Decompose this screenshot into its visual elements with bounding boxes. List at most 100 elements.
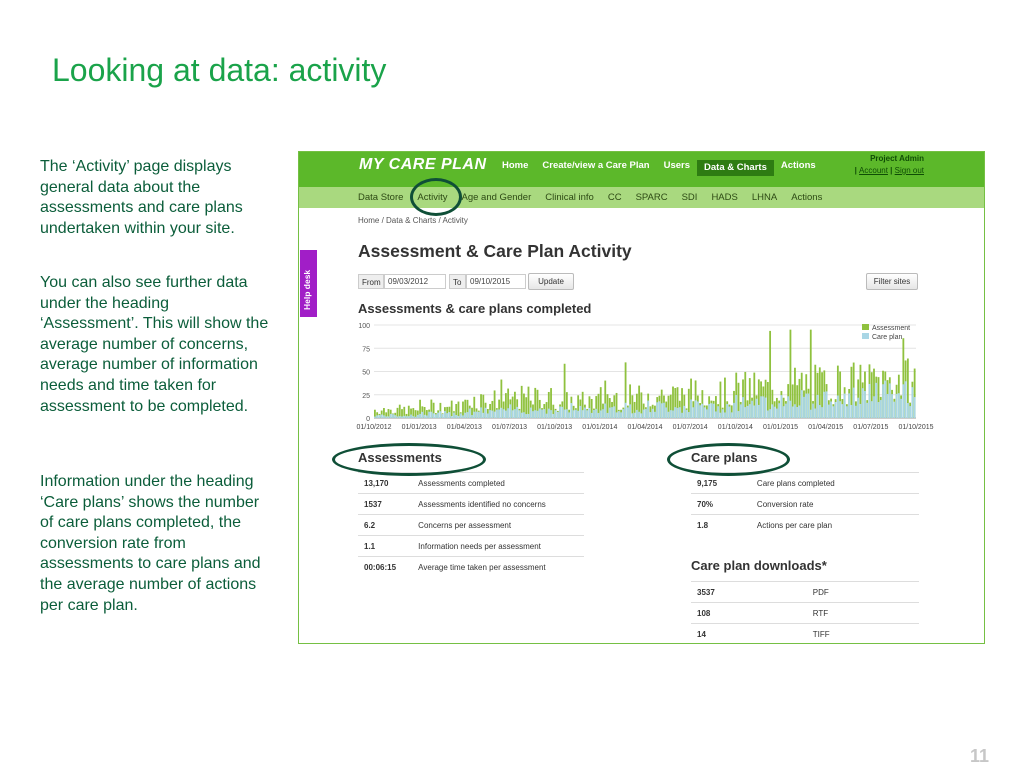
- table-row: 1.8 Actions per care plan: [691, 514, 919, 535]
- stat-label: Assessments identified no concerns: [412, 493, 584, 515]
- care-plan-bar: [613, 406, 616, 418]
- care-plan-bar: [882, 384, 884, 418]
- care-plan-bar: [737, 411, 740, 418]
- care-plan-bar: [428, 411, 431, 418]
- care-plan-bar: [509, 404, 512, 418]
- care-plan-bar: [773, 406, 776, 418]
- care-plan-bar: [599, 410, 602, 418]
- assessment-bar: [836, 365, 839, 418]
- care-plan-bar: [556, 411, 559, 418]
- subnav-lhna[interactable]: LHNA: [751, 192, 778, 203]
- nav-actions[interactable]: Actions: [780, 160, 816, 171]
- assessment-bar: [615, 392, 618, 418]
- assessment-bar: [870, 372, 873, 418]
- care-plan-bar: [888, 383, 891, 418]
- assessment-bar: [412, 408, 415, 418]
- assessment-bar: [798, 378, 801, 418]
- care-plan-bar: [665, 407, 668, 418]
- care-plan-bar: [514, 409, 516, 418]
- care-plan-bar: [672, 410, 674, 418]
- subnav-sdi[interactable]: SDI: [681, 192, 698, 203]
- subnav-cc[interactable]: CC: [607, 192, 622, 203]
- care-plan-bar: [645, 408, 647, 418]
- breadcrumb[interactable]: Home / Data & Charts / Activity: [358, 216, 468, 225]
- help-desk-tab[interactable]: Help desk: [300, 250, 317, 317]
- x-tick-label: 01/10/2012: [356, 424, 391, 431]
- care-plan-bar: [477, 411, 480, 418]
- assessment-bar: [500, 379, 503, 418]
- care-plan-bar: [778, 403, 781, 418]
- assessment-bar: [525, 397, 528, 418]
- care-plan-bar: [879, 400, 882, 418]
- care-plan-bar: [771, 404, 774, 418]
- table-row: 6.2 Concerns per assessment: [358, 514, 584, 536]
- stat-value: 70%: [691, 493, 751, 515]
- assessment-bar: [667, 395, 670, 418]
- subnav-sparc[interactable]: SPARC: [635, 192, 668, 203]
- care-plan-bar: [629, 404, 631, 418]
- stat-label: RTF: [806, 602, 919, 624]
- assessment-bar: [462, 401, 464, 418]
- care-plan-bar: [861, 388, 864, 418]
- assessment-bar: [744, 371, 747, 418]
- nav-data-charts[interactable]: Data & Charts: [697, 160, 774, 176]
- assessment-bar: [588, 396, 591, 418]
- filter-sites-button[interactable]: Filter sites: [866, 273, 918, 290]
- subnav-clinical-info[interactable]: Clinical info: [545, 192, 594, 203]
- care-plan-bar: [676, 407, 679, 418]
- care-plan-bar: [405, 416, 408, 418]
- assessment-bar: [766, 382, 769, 418]
- assessment-bar: [514, 391, 516, 418]
- care-plan-bar: [380, 414, 383, 418]
- care-plan-bar: [827, 404, 830, 418]
- x-tick-label: 01/04/2013: [447, 424, 482, 431]
- care-plan-bar: [663, 402, 665, 418]
- nav-home[interactable]: Home: [502, 160, 529, 171]
- care-plan-bar: [678, 407, 681, 418]
- care-plan-bar: [401, 416, 403, 418]
- from-date-input[interactable]: 09/03/2012: [384, 274, 446, 289]
- assessment-bar: [669, 394, 672, 418]
- care-plan-bar: [760, 396, 762, 418]
- update-button[interactable]: Update: [528, 273, 574, 290]
- care-plan-bar: [500, 407, 503, 418]
- stat-label: Actions per care plan: [750, 514, 919, 535]
- care-plan-bar: [486, 413, 489, 418]
- care-plan-bar: [733, 402, 735, 418]
- care-plan-bar: [543, 409, 546, 418]
- care-plan-bar: [897, 393, 900, 418]
- sign-out-link[interactable]: Sign out: [894, 166, 924, 175]
- table-row: 13,170 Assessments completed: [358, 472, 584, 494]
- care-plan-bar: [462, 415, 464, 418]
- table-row: 70% Conversion rate: [691, 493, 919, 515]
- care-plan-bar: [561, 406, 564, 418]
- assessment-bar: [450, 400, 453, 418]
- app-logo[interactable]: MY CARE PLAN: [359, 156, 487, 173]
- care-plan-bar: [588, 407, 591, 418]
- care-plan-bar: [726, 404, 729, 418]
- stat-label: Average time taken per assessment: [412, 556, 584, 577]
- care-plan-bar: [715, 411, 717, 418]
- subnav-hads[interactable]: HADS: [711, 192, 738, 203]
- stat-label: Conversion rate: [750, 493, 919, 515]
- assessment-bar: [633, 401, 636, 418]
- subnav-actions[interactable]: Actions: [791, 192, 823, 203]
- assessment-bar: [545, 402, 548, 418]
- nav-create-care-plan[interactable]: Create/view a Care Plan: [542, 160, 650, 171]
- nav-users[interactable]: Users: [663, 160, 691, 171]
- stat-value: 108: [691, 602, 807, 624]
- care-plan-bar: [705, 409, 708, 418]
- assessment-bar: [380, 410, 383, 418]
- subnav-data-store[interactable]: Data Store: [358, 192, 404, 203]
- care-plan-bar: [656, 402, 659, 418]
- care-plan-bar: [696, 401, 699, 418]
- care-plan-bar: [796, 407, 799, 418]
- care-plan-bar: [886, 393, 889, 418]
- care-plan-bar: [805, 393, 808, 418]
- to-date-input[interactable]: 09/10/2015: [466, 274, 526, 289]
- subnav-age-gender[interactable]: Age and Gender: [461, 192, 532, 203]
- assessment-bar: [753, 372, 756, 418]
- care-plan-bar: [511, 410, 514, 418]
- care-plan-bar: [466, 412, 469, 418]
- account-link[interactable]: Account: [859, 166, 888, 175]
